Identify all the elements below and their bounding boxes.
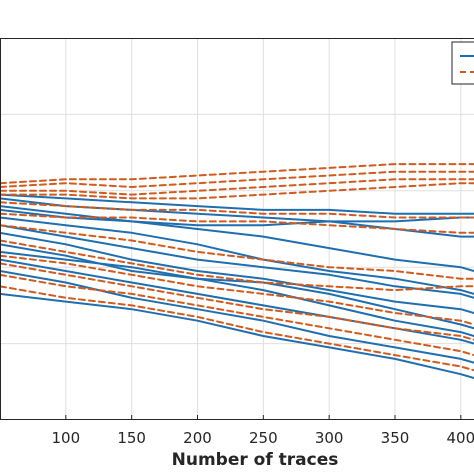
solid-series-line-7	[0, 224, 474, 299]
x-tick-label-100: 100	[52, 429, 81, 447]
dashed-series-line-18	[0, 224, 474, 280]
x-tick-label-150: 150	[117, 429, 146, 447]
legend	[451, 41, 474, 85]
dashed-series-line-20	[0, 201, 474, 219]
dashed-series-line-17	[0, 239, 474, 292]
dashed-series-line-21	[0, 182, 474, 200]
dashed-series-line-14	[0, 273, 474, 357]
x-axis-title: Number of traces	[172, 450, 339, 470]
dashed-series-line-22	[0, 178, 474, 196]
solid-series-line-6	[0, 231, 474, 314]
plot-frame	[0, 38, 474, 420]
dashed-series-line-16	[0, 254, 474, 326]
dashed-series-line-23	[0, 170, 474, 188]
solid-series-line-1	[0, 292, 474, 379]
solid-series-line-3	[0, 258, 474, 345]
solid-series-line-12	[0, 193, 474, 215]
series-layer	[0, 163, 474, 379]
solid-series-line-10	[0, 205, 474, 227]
x-tick-label-300: 300	[315, 429, 344, 447]
x-tick-label-350: 350	[381, 429, 410, 447]
solid-series-line-9	[0, 208, 474, 272]
legend-box	[451, 41, 474, 85]
x-tick-label-200: 200	[183, 429, 212, 447]
x-tick-label-250: 250	[249, 429, 278, 447]
dashed-series-line-13	[0, 285, 474, 372]
solid-series-line-11	[0, 197, 474, 238]
solid-series-line-2	[0, 270, 474, 364]
x-tick-label-400: 400	[447, 429, 474, 447]
solid-series-line-4	[0, 250, 474, 337]
dashed-series-line-15	[0, 262, 474, 341]
dashed-series-line-24	[0, 163, 474, 185]
x-axis-ticks: 100 150 200 250 300 350 400	[52, 415, 474, 447]
dashed-series-line-19	[0, 212, 474, 234]
